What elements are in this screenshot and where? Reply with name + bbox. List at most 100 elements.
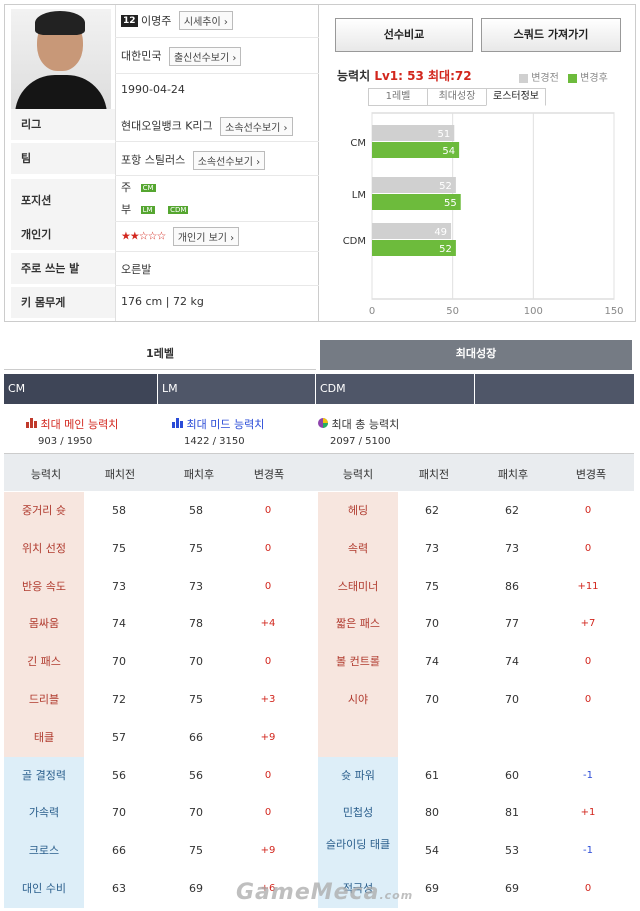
stat-after-left: 70 bbox=[160, 794, 232, 833]
stat-before-right: 70 bbox=[398, 681, 466, 719]
tab-level-1[interactable]: 1레벨 bbox=[4, 340, 316, 370]
stat-diff-left: +3 bbox=[232, 681, 304, 719]
stat-diff-right: 0 bbox=[552, 681, 624, 719]
position-header-empty bbox=[475, 374, 634, 404]
position-tag-cm: CM bbox=[140, 184, 156, 192]
stat-before-right: 69 bbox=[398, 870, 466, 908]
stat-name-left: 반응 속도 bbox=[4, 567, 84, 606]
league-name: 현대오일뱅크 K리그 bbox=[121, 119, 213, 133]
bar-value-label: 51 bbox=[438, 129, 451, 140]
price-trend-button[interactable]: 시세추이 › bbox=[178, 11, 233, 30]
stat-name-left: 가속력 bbox=[4, 794, 84, 833]
position-header-cdm: CDM bbox=[316, 374, 474, 404]
stat-before-right: 61 bbox=[398, 756, 466, 795]
stat-diff-left: 0 bbox=[232, 756, 304, 795]
tab-roster-info[interactable]: 로스터정보 bbox=[486, 88, 546, 106]
stats-table-header: 능력치 패치전 패치후 변경폭 능력치 패치전 패치후 변경폭 bbox=[4, 453, 634, 491]
player-profile: 12 이명주 시세추이 › 대한민국 출신선수보기 › 1990-04-24 리… bbox=[4, 4, 636, 322]
player-photo bbox=[11, 9, 111, 111]
stat-name-right: 속력 bbox=[318, 529, 398, 568]
stat-name-left: 태클 bbox=[4, 718, 84, 757]
team-label: 팀 bbox=[11, 143, 115, 175]
position-label: 포지션 bbox=[11, 179, 115, 223]
skill-moves-row: ★★☆☆☆ 개인기 보기 › bbox=[121, 227, 240, 246]
tab-level1[interactable]: 1레벨 bbox=[368, 88, 428, 106]
stat-diff-left: 0 bbox=[232, 529, 304, 568]
bar-value-label: 49 bbox=[434, 227, 447, 238]
stat-before-right: 74 bbox=[398, 643, 466, 681]
col-after-right: 패치후 bbox=[497, 468, 529, 481]
bar-lm-after bbox=[372, 194, 461, 210]
stat-diff-left: +9 bbox=[232, 718, 304, 757]
legend-before-swatch bbox=[519, 73, 528, 83]
chart-tabs: 1레벨 최대성장 로스터정보 bbox=[368, 88, 546, 106]
stat-before-right: 73 bbox=[398, 529, 466, 568]
take-squad-button[interactable]: 스쿼드 가져가기 bbox=[481, 18, 621, 52]
stat-name-right: 스태미너 bbox=[318, 567, 398, 606]
x-tick-label: 0 bbox=[369, 306, 375, 317]
tab-max-growth-bottom[interactable]: 최대성장 bbox=[320, 340, 632, 370]
ability-bar-chart: 0 50 100 150 CM 51 54 LM 52 55 CDM 49 52 bbox=[343, 112, 624, 317]
stat-name-right: 민첩성 bbox=[318, 794, 398, 833]
preferred-foot: 오른발 bbox=[121, 263, 152, 276]
compare-button[interactable]: 선수비교 bbox=[335, 18, 473, 52]
player-name: 이명주 bbox=[141, 14, 172, 28]
stat-after-left: 66 bbox=[160, 718, 232, 757]
pie-chart-icon bbox=[318, 418, 328, 428]
league-players-button[interactable]: 소속선수보기 › bbox=[220, 117, 293, 136]
stat-diff-left: +9 bbox=[232, 832, 304, 870]
tab-max-growth[interactable]: 최대성장 bbox=[427, 88, 487, 106]
position-tag-lm: LM bbox=[140, 206, 155, 214]
stat-after-left: 56 bbox=[160, 756, 232, 795]
bar-cdm-before bbox=[372, 223, 452, 239]
stat-after-left: 70 bbox=[160, 643, 232, 681]
stat-after-right: 53 bbox=[476, 832, 548, 870]
skill-view-button[interactable]: 개인기 보기 › bbox=[172, 227, 240, 246]
nation-players-button[interactable]: 출신선수보기 › bbox=[168, 47, 242, 66]
bar-chart-blue-icon bbox=[172, 418, 183, 428]
bar-cdm-after bbox=[372, 240, 456, 256]
jersey-number-badge: 12 bbox=[121, 14, 138, 27]
skill-stars: ★★☆☆☆ bbox=[121, 229, 166, 243]
col-stat-right: 능력치 bbox=[342, 468, 374, 481]
stat-before-left: 56 bbox=[84, 756, 154, 795]
stat-diff-left: +6 bbox=[232, 870, 304, 908]
stat-after-right: 81 bbox=[476, 794, 548, 833]
stat-diff-left: 0 bbox=[232, 643, 304, 681]
summary-strip: 최대 메인 능력치 903 / 1950 최대 미드 능력치 1422 / 31… bbox=[4, 404, 634, 452]
category-label-lm: LM bbox=[352, 190, 366, 201]
position-header-lm: LM bbox=[158, 374, 315, 404]
stat-name-right: 짧은 패스 bbox=[318, 605, 398, 644]
stat-after-right: 77 bbox=[476, 605, 548, 644]
bar-value-label: 55 bbox=[444, 198, 457, 209]
team-players-button[interactable]: 소속선수보기 › bbox=[192, 151, 266, 170]
stat-after-right: 86 bbox=[476, 567, 548, 606]
stat-name-left: 긴 패스 bbox=[4, 643, 84, 681]
stat-diff-right: 0 bbox=[552, 643, 624, 681]
stat-before-right: 54 bbox=[398, 832, 466, 870]
stat-before-right: 62 bbox=[398, 492, 466, 530]
stat-diff-right bbox=[552, 718, 624, 757]
stat-before-left: 66 bbox=[84, 832, 154, 870]
stat-after-left: 58 bbox=[160, 492, 232, 530]
legend-after-swatch bbox=[567, 73, 577, 83]
stat-after-right bbox=[476, 718, 548, 757]
stat-before-left: 58 bbox=[84, 492, 154, 530]
player-name-row: 12 이명주 시세추이 › bbox=[121, 11, 233, 30]
stat-diff-right: -1 bbox=[552, 832, 624, 870]
stat-before-left: 70 bbox=[84, 794, 154, 833]
stat-name-right: 시야 bbox=[318, 681, 398, 719]
col-stat-left: 능력치 bbox=[30, 468, 62, 481]
summary-main: 최대 메인 능력치 903 / 1950 bbox=[26, 416, 118, 447]
stat-diff-left: 0 bbox=[232, 794, 304, 833]
stat-after-left: 75 bbox=[160, 529, 232, 568]
stat-after-left: 78 bbox=[160, 605, 232, 644]
stat-diff-right: 0 bbox=[552, 870, 624, 908]
team-row: 포항 스틸러스 소속선수보기 › bbox=[121, 151, 266, 170]
stat-before-left: 70 bbox=[84, 643, 154, 681]
stat-name-left: 몸싸움 bbox=[4, 605, 84, 644]
stat-name-right: 슬라이딩 태클 bbox=[318, 832, 398, 870]
summary-total: 최대 총 능력치 2097 / 5100 bbox=[318, 416, 399, 447]
category-label-cdm: CDM bbox=[343, 236, 366, 247]
legend-after-label: 변경후 bbox=[580, 73, 608, 84]
